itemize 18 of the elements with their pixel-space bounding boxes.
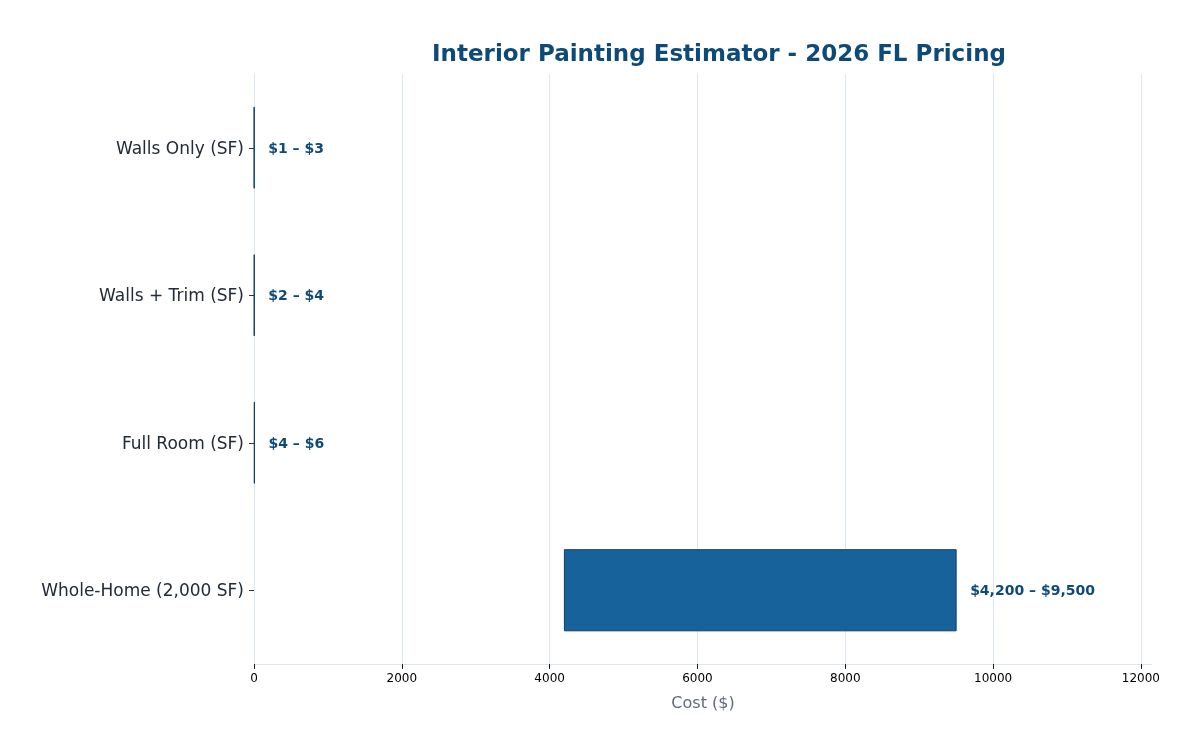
x-tick-label: 2000	[386, 671, 418, 685]
chart-title: Interior Painting Estimator - 2026 FL Pricing	[432, 39, 1006, 66]
x-tick-label: 0	[250, 671, 258, 685]
x-tick-label: 8000	[830, 671, 861, 685]
y-tick-label: Whole-Home (2,000 SF)	[41, 580, 244, 601]
bar	[563, 549, 957, 632]
x-tick-label: 10000	[974, 671, 1013, 685]
y-tick-label: Full Room (SF)	[121, 432, 244, 453]
annotation: $4,200 – $9,500	[970, 582, 1096, 599]
x-tick-label: 12000	[1121, 671, 1161, 685]
annotation: $4 – $6	[268, 434, 325, 451]
y-tick-label: Walls Only (SF)	[115, 137, 244, 158]
x-tick-label: 6000	[682, 671, 713, 685]
annotation: $1 – $3	[268, 139, 324, 156]
annotation: $2 – $4	[268, 287, 325, 304]
x-axis-title: Cost ($)	[671, 692, 735, 712]
y-tick-label: Walls + Trim (SF)	[99, 285, 244, 306]
x-tick-label: 4000	[534, 671, 565, 685]
